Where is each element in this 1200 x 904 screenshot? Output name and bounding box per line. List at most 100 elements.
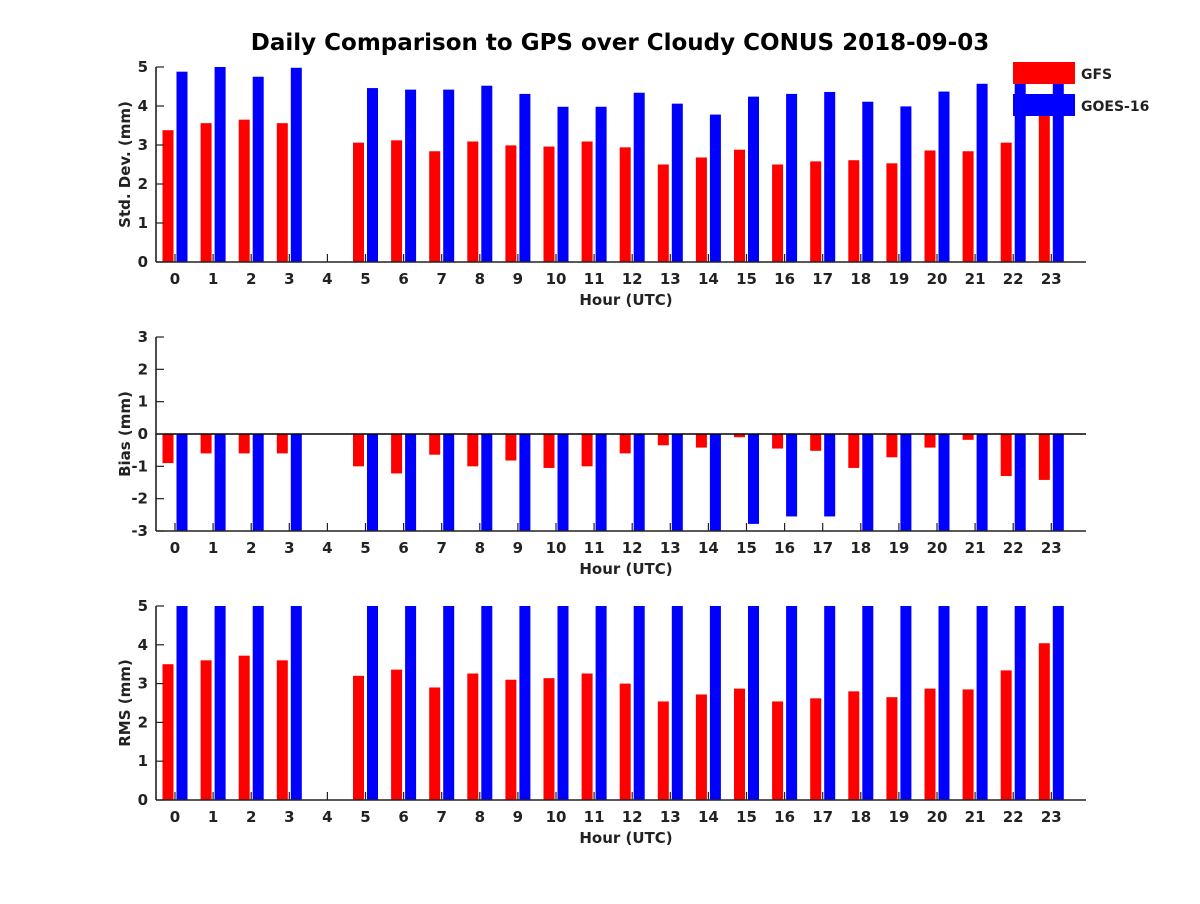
- bar-goes-16-17: [824, 434, 836, 517]
- x-tick-label: 6: [398, 539, 408, 557]
- bar-gfs-17: [810, 161, 822, 262]
- bar-goes-16-20: [938, 434, 950, 531]
- bar-goes-16-21: [976, 606, 988, 800]
- x-tick-label: 3: [284, 539, 294, 557]
- bar-goes-16-21: [976, 83, 988, 263]
- bar-gfs-11: [581, 673, 593, 800]
- x-tick-label: 11: [584, 270, 605, 288]
- bar-goes-16-13: [671, 606, 683, 800]
- bar-goes-16-17: [824, 606, 836, 800]
- bar-goes-16-8: [481, 606, 493, 800]
- bar-goes-16-3: [290, 434, 302, 531]
- bar-goes-16-7: [443, 606, 455, 800]
- x-tick-label: 10: [546, 270, 567, 288]
- x-tick-label: 14: [698, 270, 719, 288]
- bar-goes-16-20: [938, 91, 950, 262]
- x-tick-label: 9: [513, 270, 523, 288]
- bar-goes-16-14: [709, 114, 721, 262]
- bar-gfs-20: [924, 434, 936, 448]
- x-tick-label: 4: [322, 539, 332, 557]
- x-tick-label: 15: [736, 539, 757, 557]
- y-tick-label: 2: [138, 713, 148, 731]
- bar-gfs-11: [581, 141, 593, 262]
- x-tick-label: 4: [322, 270, 332, 288]
- x-tick-label: 8: [475, 270, 485, 288]
- bar-gfs-13: [657, 701, 669, 800]
- bar-gfs-16: [772, 164, 784, 262]
- x-tick-label: 7: [436, 270, 446, 288]
- bar-goes-16-12: [633, 92, 645, 263]
- x-tick-label: 21: [965, 270, 986, 288]
- bar-gfs-7: [429, 151, 441, 262]
- bar-goes-16-23: [1052, 81, 1064, 262]
- bar-gfs-18: [848, 434, 860, 468]
- bar-goes-16-1: [214, 434, 226, 531]
- y-tick-label: 1: [138, 214, 148, 232]
- x-tick-label: 18: [850, 539, 871, 557]
- bar-gfs-15: [734, 149, 745, 262]
- bar-gfs-11: [581, 434, 593, 467]
- x-tick-label: 21: [965, 808, 986, 826]
- x-tick-label: 2: [246, 808, 256, 826]
- bar-gfs-18: [848, 691, 860, 800]
- bar-goes-16-16: [786, 93, 798, 262]
- bar-goes-16-11: [595, 606, 607, 800]
- y-tick-label: 3: [138, 675, 148, 693]
- x-tick-label: 20: [927, 808, 948, 826]
- x-tick-label: 0: [170, 539, 180, 557]
- bar-gfs-23: [1038, 643, 1050, 800]
- bar-goes-16-20: [938, 606, 950, 800]
- bar-goes-16-11: [595, 434, 607, 531]
- x-axis-label: Hour (UTC): [579, 829, 672, 847]
- bar-goes-16-17: [824, 91, 836, 263]
- legend-label-gfs: GFS: [1081, 67, 1112, 83]
- bar-goes-16-2: [252, 76, 264, 262]
- bar-gfs-10: [543, 678, 555, 800]
- bar-gfs-13: [657, 164, 669, 262]
- x-tick-label: 15: [736, 270, 757, 288]
- x-tick-label: 3: [284, 270, 294, 288]
- bar-gfs-10: [543, 146, 555, 262]
- legend-swatch-goes-16: [1013, 94, 1075, 116]
- bar-goes-16-3: [290, 67, 302, 262]
- bar-goes-16-9: [519, 606, 531, 800]
- bar-gfs-8: [467, 141, 479, 262]
- x-tick-label: 19: [888, 808, 909, 826]
- bar-gfs-5: [353, 434, 364, 467]
- bar-goes-16-15: [748, 606, 759, 800]
- bar-goes-16-9: [519, 93, 531, 262]
- bar-gfs-8: [467, 673, 479, 800]
- bar-gfs-3: [276, 123, 288, 262]
- bar-gfs-7: [429, 434, 441, 455]
- bar-gfs-0: [162, 130, 174, 262]
- bar-gfs-14: [695, 157, 707, 262]
- bar-gfs-15: [734, 688, 745, 800]
- x-tick-label: 20: [927, 539, 948, 557]
- bar-goes-16-5: [367, 434, 378, 531]
- x-tick-label: 22: [1003, 270, 1024, 288]
- bar-goes-16-0: [176, 71, 188, 263]
- bar-gfs-1: [200, 660, 212, 800]
- bar-gfs-10: [543, 434, 555, 468]
- bar-goes-16-6: [405, 89, 417, 263]
- y-tick-label: 5: [138, 58, 148, 76]
- x-tick-label: 7: [436, 539, 446, 557]
- bar-goes-16-12: [633, 606, 645, 800]
- x-tick-label: 8: [475, 539, 485, 557]
- bar-gfs-5: [353, 142, 364, 262]
- bar-goes-16-5: [367, 88, 378, 262]
- bar-goes-16-18: [862, 606, 874, 800]
- x-tick-label: 17: [812, 270, 833, 288]
- x-axis-label: Hour (UTC): [579, 560, 672, 578]
- x-tick-label: 12: [622, 270, 643, 288]
- x-tick-label: 19: [888, 539, 909, 557]
- x-tick-label: 20: [927, 270, 948, 288]
- bar-gfs-1: [200, 123, 212, 262]
- bar-goes-16-15: [748, 96, 759, 262]
- bar-goes-16-23: [1052, 606, 1064, 800]
- figure-title: Daily Comparison to GPS over Cloudy CONU…: [250, 30, 990, 56]
- x-tick-label: 17: [812, 808, 833, 826]
